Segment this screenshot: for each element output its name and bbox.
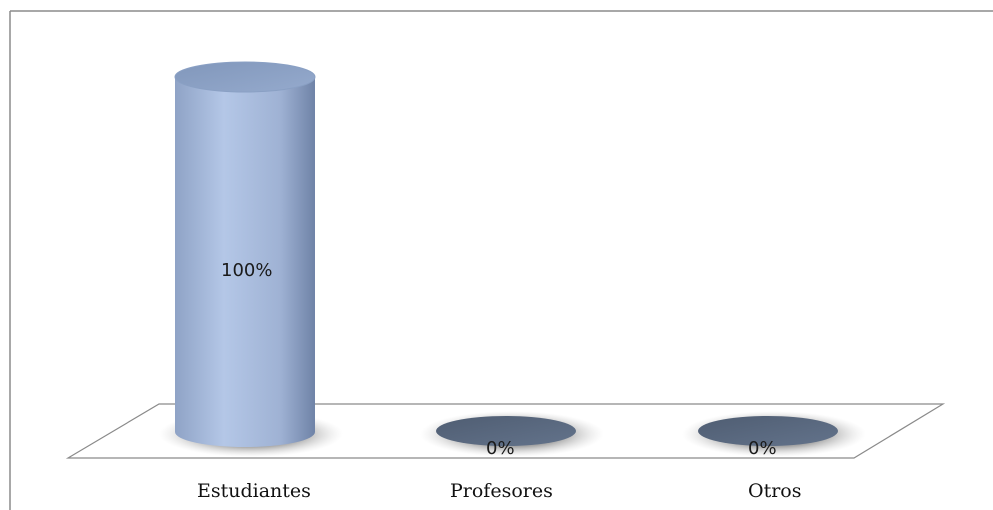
- bar-estudiantes: [175, 77, 315, 447]
- bar-otros: [698, 416, 838, 446]
- bars-layer: [159, 61, 866, 457]
- category-label-estudiantes: Estudiantes: [197, 480, 311, 502]
- data-label-estudiantes: 100%: [221, 260, 272, 281]
- bar-cap-estudiantes: [174, 61, 316, 93]
- data-label-profesores: 0%: [486, 438, 515, 459]
- category-label-profesores: Profesores: [450, 480, 553, 502]
- labels-layer: 100% Estudiantes 0% Profesores 0% Otros: [197, 260, 801, 502]
- bar-profesores: [436, 416, 576, 446]
- data-label-otros: 0%: [748, 438, 777, 459]
- category-label-otros: Otros: [748, 480, 801, 502]
